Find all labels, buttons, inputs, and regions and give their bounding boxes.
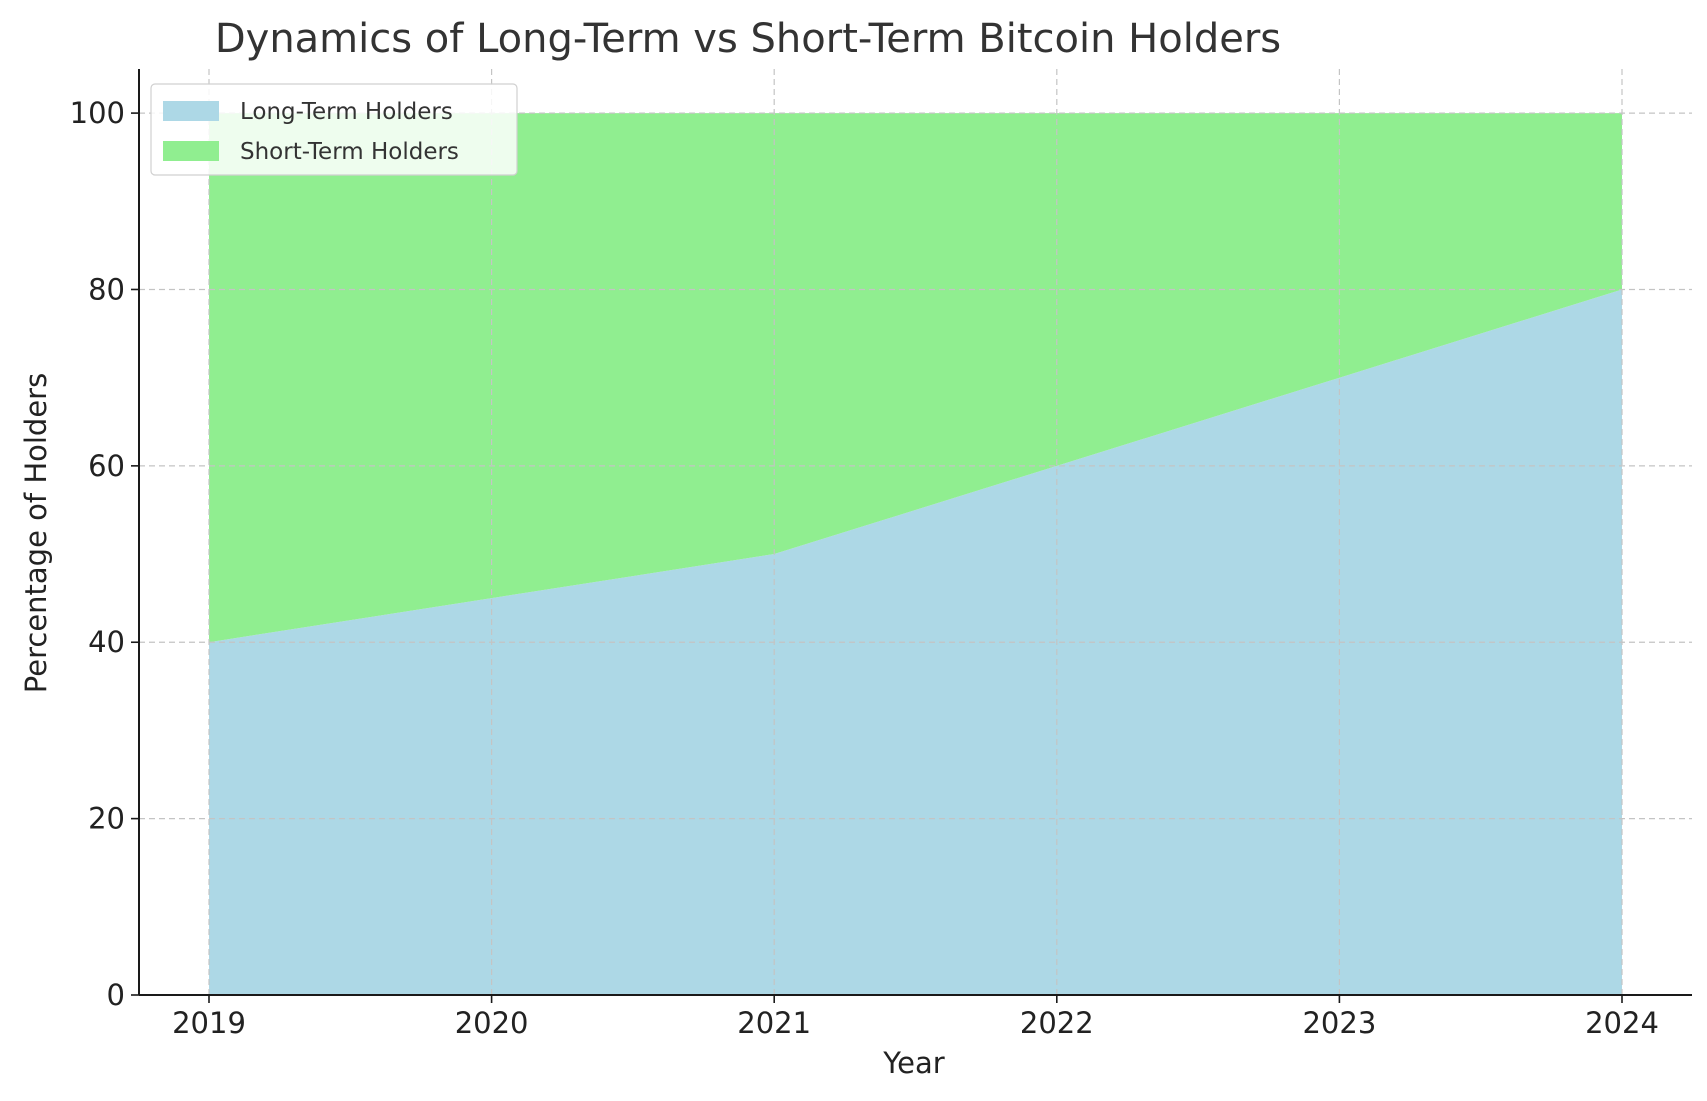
y-tick-label: 20	[88, 802, 125, 836]
legend-label-long-term: Long-Term Holders	[240, 99, 453, 125]
legend-swatch-short-term	[163, 141, 219, 161]
legend: Long-Term Holders Short-Term Holders	[150, 83, 518, 176]
x-tick-label: 2021	[737, 1006, 811, 1040]
tick-labels: 2019 2020 2021 2022 2023 2024 0 20 40 60 80 100	[70, 96, 1659, 1040]
chart-title: Dynamics of Long-Term vs Short-Term Bitc…	[215, 16, 1281, 62]
x-tick-label: 2022	[1020, 1006, 1094, 1040]
x-tick-label: 2020	[455, 1006, 529, 1040]
y-tick-label: 60	[88, 449, 125, 483]
y-tick-label: 100	[70, 96, 125, 130]
y-axis-label: Percentage of Holders	[19, 373, 53, 693]
legend-label-short-term: Short-Term Holders	[240, 139, 459, 165]
x-axis-label: Year	[882, 1046, 944, 1080]
x-tick-label: 2023	[1302, 1006, 1376, 1040]
area-layers	[209, 113, 1622, 995]
y-tick-label: 40	[88, 625, 125, 659]
x-tick-label: 2024	[1585, 1006, 1659, 1040]
legend-box	[150, 83, 518, 176]
grid-lines	[139, 69, 1692, 996]
y-tick-label: 80	[88, 272, 125, 306]
axes	[138, 69, 1692, 996]
x-tick-label: 2019	[172, 1006, 246, 1040]
area-short-term-holders	[209, 113, 1622, 643]
y-tick-label: 0	[107, 978, 125, 1012]
legend-swatch-long-term	[163, 101, 219, 121]
